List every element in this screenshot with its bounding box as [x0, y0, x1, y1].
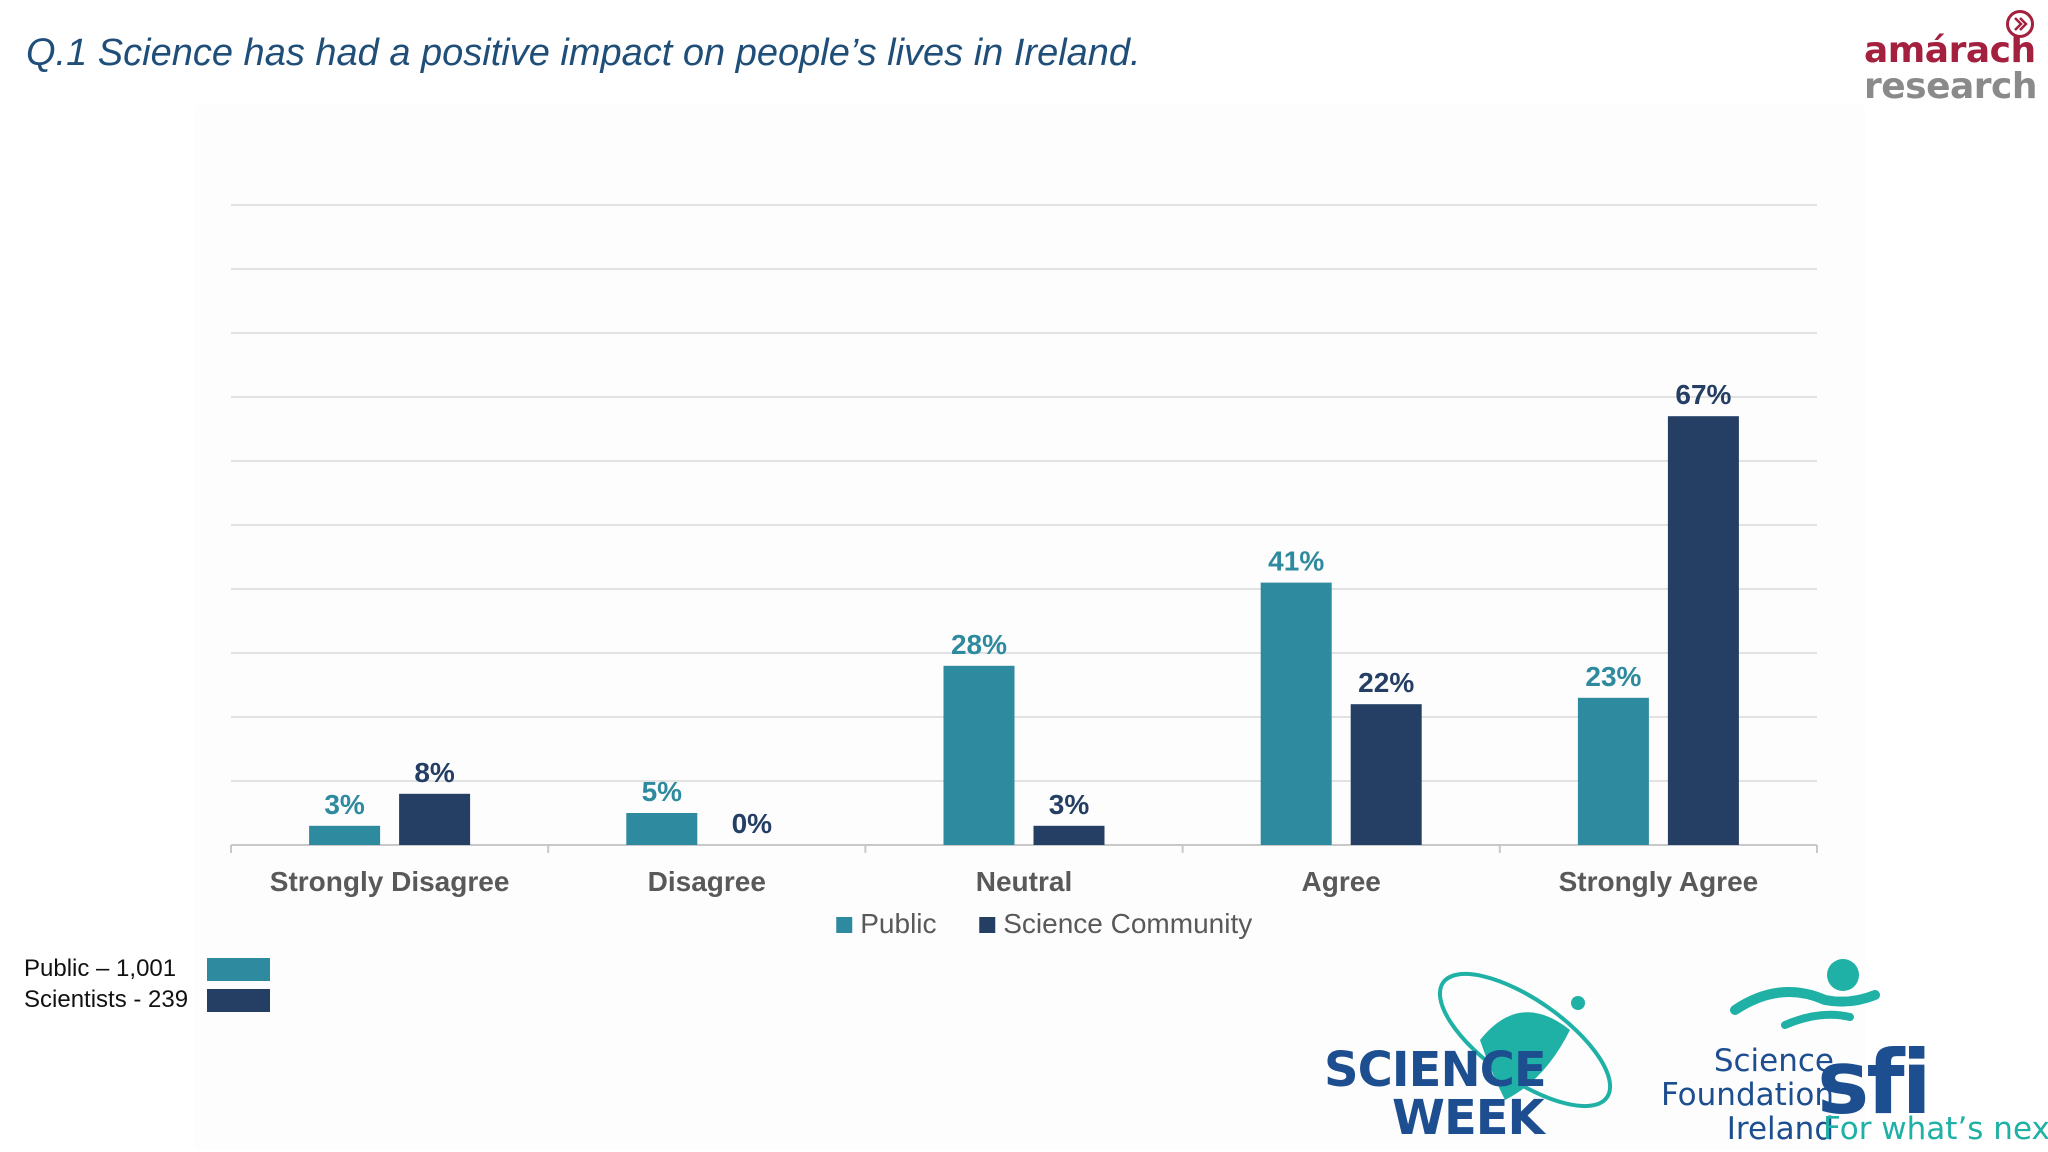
sample-key-swatch-scientists — [207, 989, 270, 1012]
data-label: 5% — [642, 776, 683, 807]
data-label: 28% — [951, 629, 1007, 660]
x-tick-label: Strongly Agree — [1559, 866, 1759, 897]
sfi-logo-mark: sfi — [1817, 1031, 1932, 1134]
bar-public — [309, 825, 381, 845]
atom-orbit-icon — [1437, 971, 1613, 1109]
data-label: 41% — [1268, 546, 1324, 577]
data-label: 0% — [732, 808, 773, 839]
sfi-logo-line2: Foundation — [1660, 1077, 1834, 1113]
bar-public — [1260, 582, 1332, 845]
data-label: 3% — [324, 789, 365, 820]
legend-label: Science Community — [1003, 908, 1252, 939]
bar-public — [1577, 697, 1649, 845]
sample-key-label: Public – 1,001 — [24, 955, 177, 982]
sample-key-label: Scientists - 239 — [24, 986, 189, 1013]
sfi-logo-line3: Ireland — [1726, 1111, 1834, 1147]
x-tick-label: Agree — [1302, 866, 1381, 897]
data-label: 22% — [1358, 667, 1414, 698]
bar-chart: 3% 8% Strongly Disagree 5% 0% Disagree 28% 3% Ne… — [230, 204, 1818, 939]
legend-swatch — [979, 917, 996, 933]
bar-public — [943, 665, 1015, 845]
bar-science-community — [1350, 704, 1422, 845]
data-label: 23% — [1585, 661, 1641, 692]
data-label: 3% — [1049, 789, 1090, 820]
chart-area: 3% 8% Strongly Disagree 5% 0% Disagree 28% 3% Ne… — [195, 105, 1865, 1150]
science-week-logo: SCIENCE WEEK — [1320, 960, 1620, 1146]
bar-public — [626, 813, 698, 845]
x-tick-label: Disagree — [648, 866, 766, 897]
sfi-logo: Science Foundation Ireland sfi For what’… — [1635, 955, 2048, 1147]
bar-science-community — [1667, 416, 1739, 845]
page-title: Q.1 Science has had a positive impact on… — [26, 32, 1141, 74]
x-tick-label: Neutral — [976, 866, 1072, 897]
amarach-logo-line2: research — [1864, 66, 2038, 107]
legend-label: Public — [860, 908, 936, 939]
bar-science-community — [1033, 825, 1105, 845]
amarach-logo: amárach research — [1858, 6, 2043, 107]
amarach-logo-line1: amárach — [1864, 30, 2036, 71]
data-label: 8% — [414, 757, 455, 788]
science-week-logo-line2: WEEK — [1392, 1090, 1545, 1146]
science-week-logo-line1: SCIENCE — [1324, 1042, 1547, 1098]
sample-key-swatch-public — [207, 958, 270, 981]
legend-swatch — [836, 917, 853, 933]
x-tick-label: Strongly Disagree — [270, 866, 510, 897]
chevron-right-icon — [2006, 10, 2034, 38]
bar-science-community — [399, 793, 471, 845]
data-label: 67% — [1675, 379, 1731, 410]
sfi-logo-line1: Science — [1713, 1043, 1834, 1079]
runner-icon — [1730, 959, 1880, 1029]
sfi-logo-tagline: For what’s next — [1823, 1111, 2048, 1147]
